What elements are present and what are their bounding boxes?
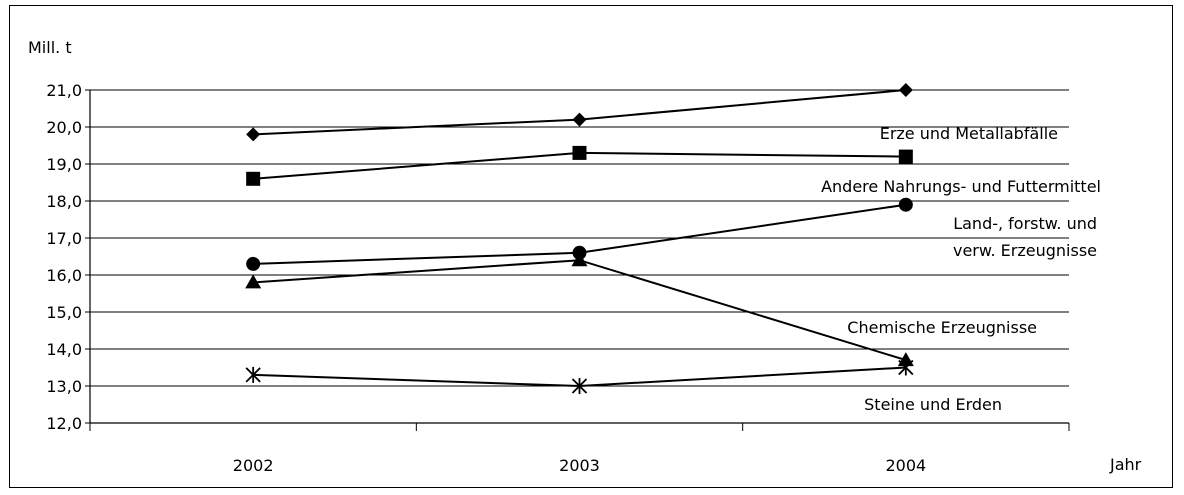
series-labels: Erze und Metallabfälle Andere Nahrungs- u… — [821, 124, 1101, 414]
series-label: verw. Erzeugnisse — [953, 241, 1097, 260]
data-point-diamond — [246, 127, 261, 142]
series-diamond — [246, 83, 913, 142]
x-tick-label: 2002 — [233, 456, 274, 475]
data-point-triangle — [245, 274, 262, 289]
y-tick-label: 18,0 — [46, 192, 82, 211]
series-label: Andere Nahrungs- und Futtermittel — [821, 177, 1101, 196]
y-axis-label: Mill. t — [28, 38, 72, 57]
y-tick-label: 15,0 — [46, 303, 82, 322]
y-tick-label: 13,0 — [46, 377, 82, 396]
y-tick-label: 16,0 — [46, 266, 82, 285]
series-star — [245, 359, 914, 394]
series-label: Land-, forstw. und — [953, 214, 1097, 233]
series-line — [253, 89, 906, 136]
series-group — [245, 83, 914, 394]
y-tick-label: 17,0 — [46, 229, 82, 248]
x-axis-label: Jahr — [1109, 455, 1142, 474]
x-tick-label: 2003 — [559, 456, 600, 475]
y-tick-label: 20,0 — [46, 118, 82, 137]
chart-frame — [9, 5, 1173, 488]
y-tick-labels: 12,0 13,0 14,0 15,0 16,0 17,0 18,0 19,0 20,0 21,0 — [46, 81, 82, 433]
data-point-square — [898, 149, 913, 164]
axes — [85, 89, 1070, 431]
data-point-circle — [246, 256, 261, 271]
data-point-star — [571, 378, 588, 394]
data-point-circle — [898, 197, 913, 212]
x-tick-label: 2004 — [885, 456, 926, 475]
data-point-square — [572, 145, 587, 160]
data-point-star — [898, 359, 914, 376]
x-tick-labels: 2002 2003 2004 — [233, 456, 926, 475]
data-point-triangle — [571, 252, 588, 267]
series-label: Steine und Erden — [864, 395, 1002, 414]
y-tick-label: 21,0 — [46, 81, 82, 100]
data-point-square — [246, 171, 261, 186]
series-square — [246, 145, 913, 186]
series-label: Erze und Metallabfälle — [880, 124, 1058, 143]
data-point-star — [245, 366, 261, 383]
y-tick-label: 12,0 — [46, 414, 82, 433]
y-tick-label: 14,0 — [46, 340, 82, 359]
data-point-diamond — [898, 83, 913, 97]
data-point-diamond — [572, 112, 587, 127]
series-label: Chemische Erzeugnisse — [847, 318, 1037, 337]
y-tick-label: 19,0 — [46, 155, 82, 174]
